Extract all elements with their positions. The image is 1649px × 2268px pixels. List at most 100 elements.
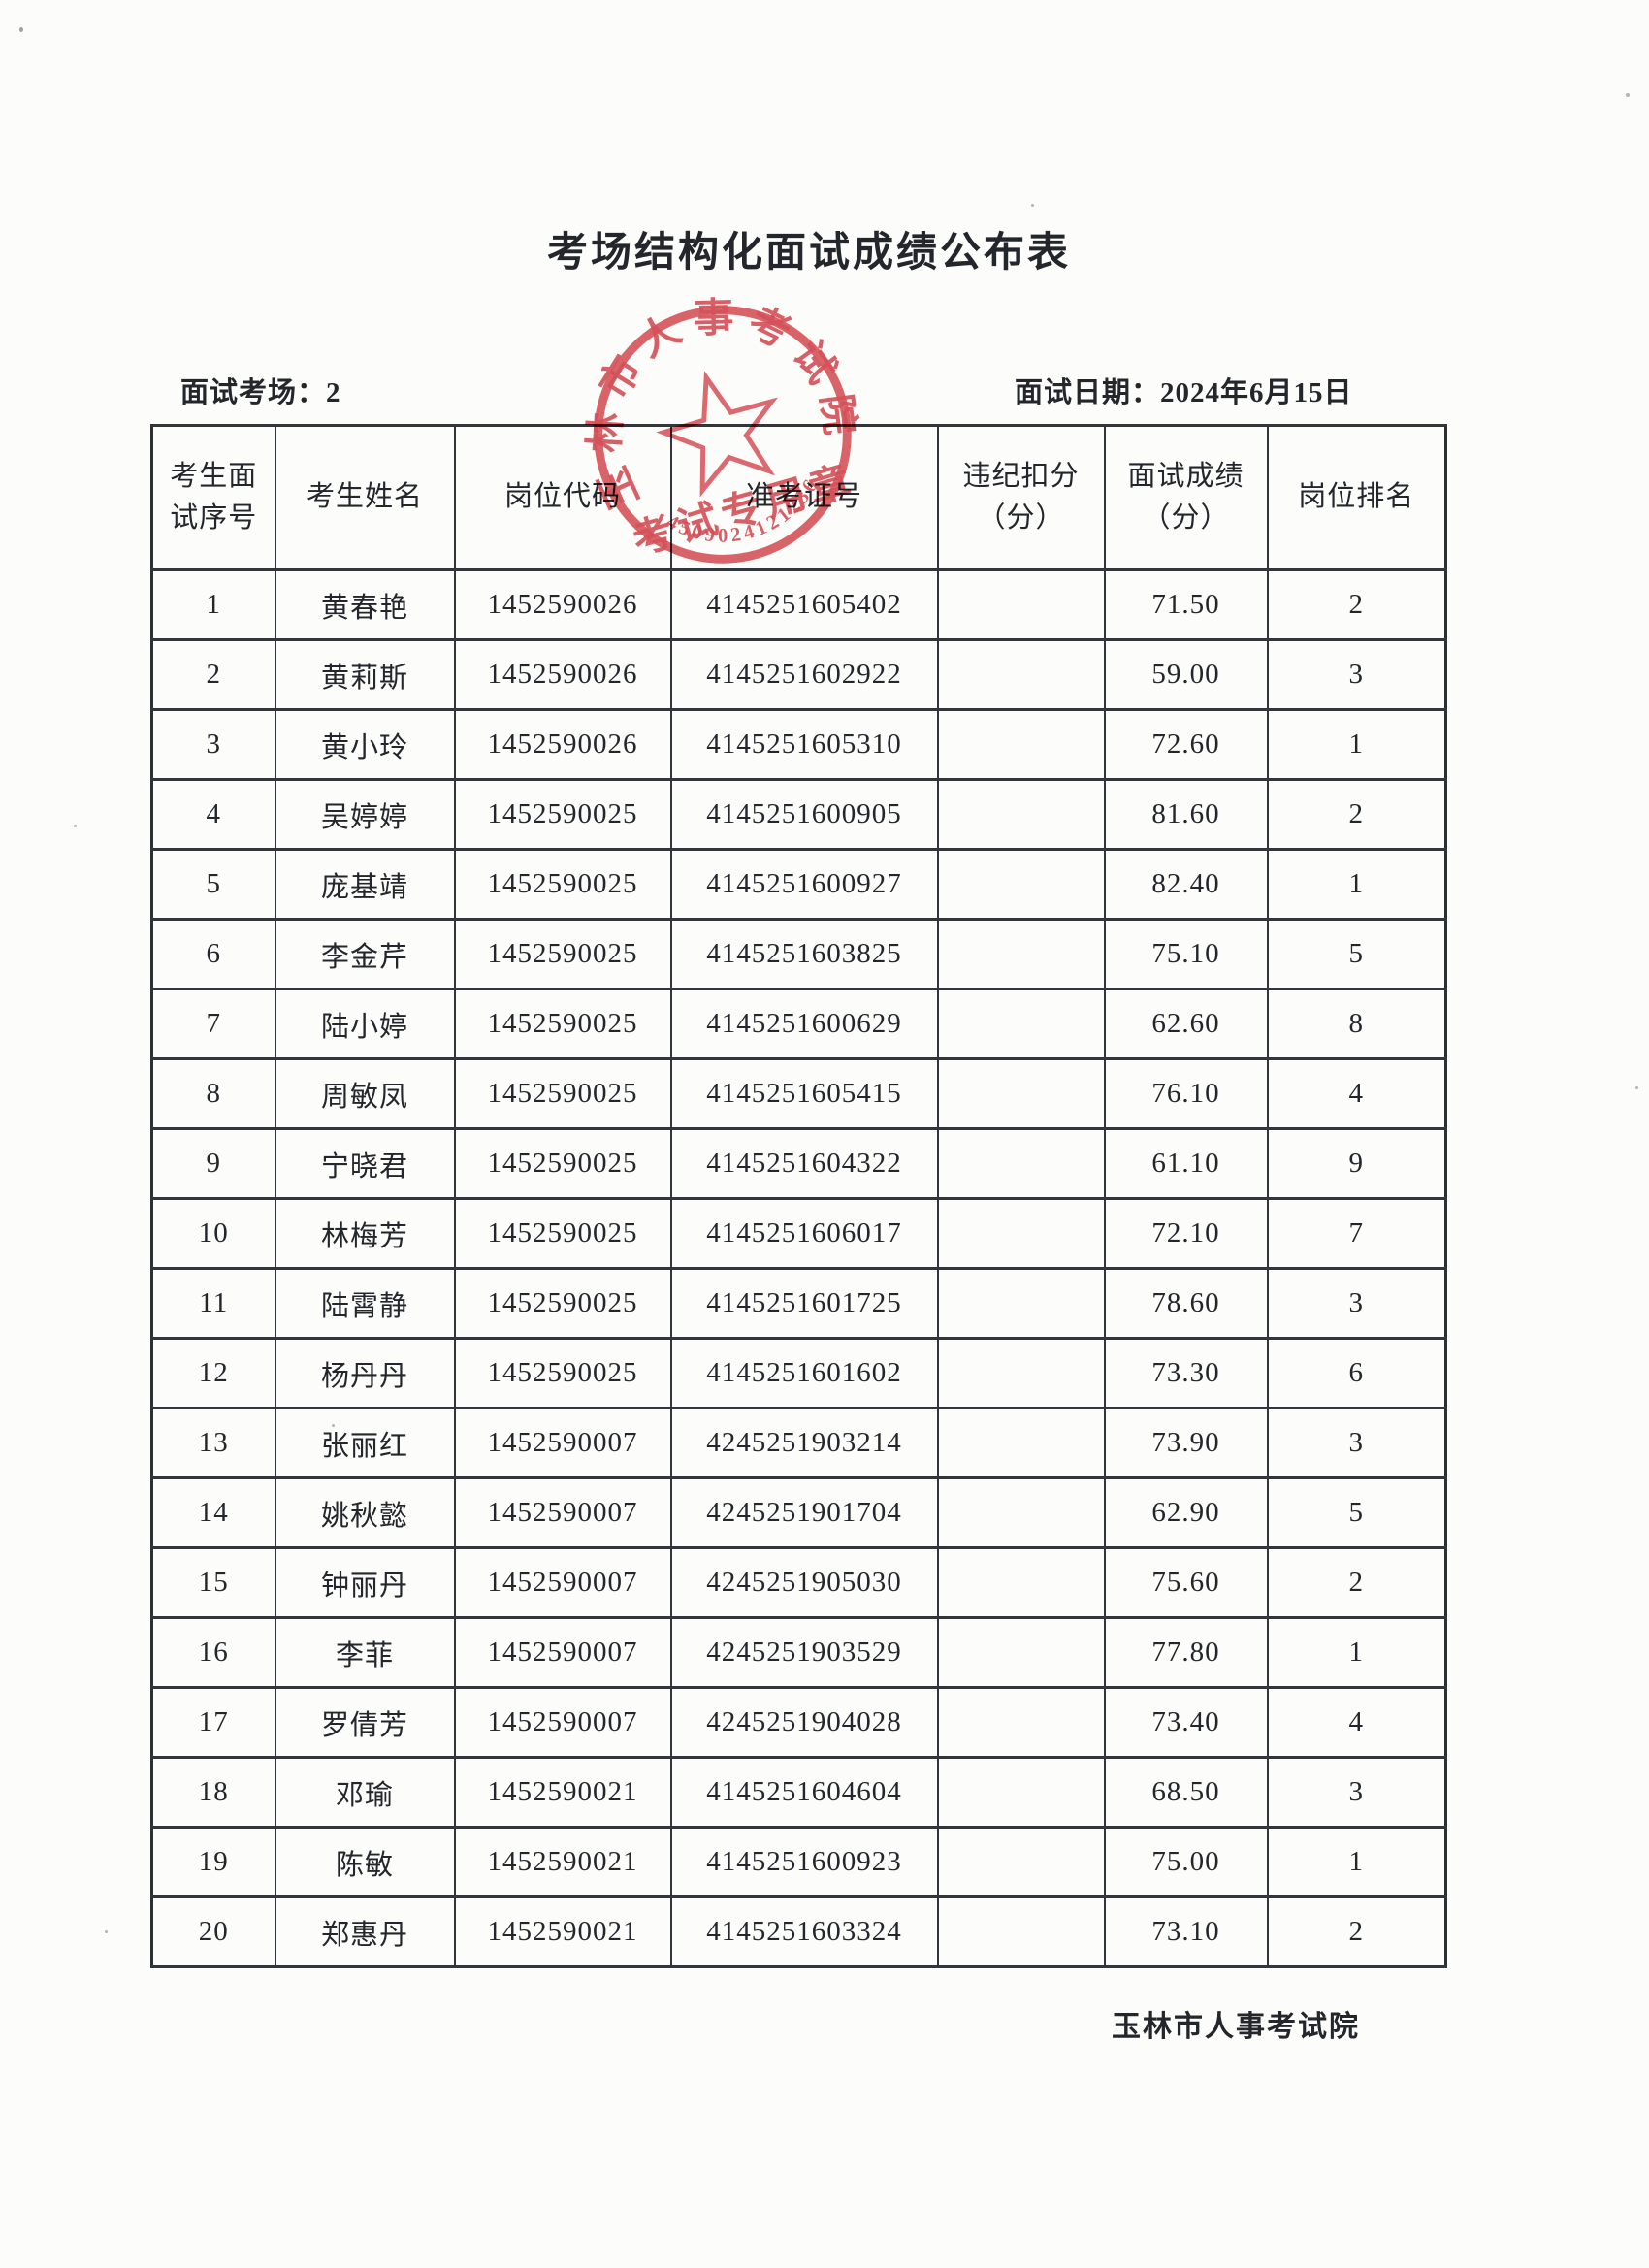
cell-jobcode: 1452590021 xyxy=(453,1826,672,1898)
cell-score: 73.90 xyxy=(1103,1407,1269,1479)
cell-rank: 5 xyxy=(1266,1476,1447,1549)
cell-score: 82.40 xyxy=(1103,848,1269,921)
cell-jobcode: 1452590025 xyxy=(453,1337,672,1409)
cell-jobcode: 1452590026 xyxy=(453,708,672,781)
cell-ticket: 4145251600629 xyxy=(669,988,939,1060)
cell-ticket: 4245251903529 xyxy=(669,1616,939,1689)
cell-seq: 7 xyxy=(150,988,276,1060)
cell-seq: 10 xyxy=(150,1197,276,1270)
cell-seq: 19 xyxy=(150,1826,276,1898)
cell-penalty xyxy=(936,638,1106,711)
cell-rank: 2 xyxy=(1266,1895,1447,1968)
cell-rank: 9 xyxy=(1266,1127,1447,1200)
cell-jobcode: 1452590007 xyxy=(453,1407,672,1479)
cell-rank: 1 xyxy=(1266,1616,1447,1689)
cell-seq: 6 xyxy=(150,918,276,990)
cell-penalty xyxy=(936,1127,1106,1200)
cell-jobcode: 1452590025 xyxy=(453,1057,672,1130)
cell-name: 罗倩芳 xyxy=(274,1686,456,1759)
cell-ticket: 4145251605402 xyxy=(669,568,939,641)
cell-ticket: 4145251601602 xyxy=(669,1337,939,1409)
cell-rank: 3 xyxy=(1266,638,1447,711)
cell-score: 75.60 xyxy=(1103,1546,1269,1619)
cell-seq: 16 xyxy=(150,1616,276,1689)
scan-noise-speck xyxy=(332,1424,335,1427)
issuer-signature: 玉林市人事考试院 xyxy=(1112,2011,1360,2043)
cell-ticket: 4145251602922 xyxy=(669,638,939,711)
cell-ticket: 4145251605310 xyxy=(669,708,939,781)
cell-seq: 12 xyxy=(150,1337,276,1409)
scan-noise-speck xyxy=(74,825,77,827)
cell-rank: 7 xyxy=(1266,1197,1447,1270)
cell-score: 73.30 xyxy=(1103,1337,1269,1409)
cell-penalty xyxy=(936,708,1106,781)
cell-penalty xyxy=(936,1686,1106,1759)
table-row: 2 黄莉斯 1452590026 4145251602922 59.00 3 xyxy=(150,638,1447,711)
cell-ticket: 4145251603825 xyxy=(669,918,939,990)
cell-ticket: 4145251604604 xyxy=(669,1756,939,1829)
cell-jobcode: 1452590021 xyxy=(453,1756,672,1829)
table-row: 15 钟丽丹 1452590007 4245251905030 75.60 2 xyxy=(150,1546,1447,1619)
cell-jobcode: 1452590025 xyxy=(453,1267,672,1340)
cell-name: 郑惠丹 xyxy=(274,1895,456,1968)
table-row: 6 李金芹 1452590025 4145251603825 75.10 5 xyxy=(150,918,1447,990)
cell-penalty xyxy=(936,1197,1106,1270)
column-header-name: 考生姓名 xyxy=(274,424,456,571)
cell-penalty xyxy=(936,918,1106,990)
page-title: 考场结构化面试成绩公布表 xyxy=(546,231,1071,275)
table-row: 17 罗倩芳 1452590007 4245251904028 73.40 4 xyxy=(150,1686,1447,1759)
table-row: 11 陆霄静 1452590025 4145251601725 78.60 3 xyxy=(150,1267,1447,1340)
cell-seq: 14 xyxy=(150,1476,276,1549)
scan-noise-speck xyxy=(19,27,23,32)
cell-seq: 8 xyxy=(150,1057,276,1130)
column-header-penalty: 违纪扣分 （分） xyxy=(936,424,1106,571)
cell-penalty xyxy=(936,1337,1106,1409)
scan-noise-speck xyxy=(105,1930,108,1933)
cell-ticket: 4145251600923 xyxy=(669,1826,939,1898)
cell-seq: 13 xyxy=(150,1407,276,1479)
cell-penalty xyxy=(936,1476,1106,1549)
column-header-seq: 考生面 试序号 xyxy=(150,424,276,571)
cell-seq: 4 xyxy=(150,778,276,851)
table-row: 8 周敏凤 1452590025 4145251605415 76.10 4 xyxy=(150,1057,1447,1130)
cell-name: 李菲 xyxy=(274,1616,456,1689)
cell-score: 73.10 xyxy=(1103,1895,1269,1968)
cell-name: 邓瑜 xyxy=(274,1756,456,1829)
cell-jobcode: 1452590007 xyxy=(453,1686,672,1759)
cell-ticket: 4245251903214 xyxy=(669,1407,939,1479)
table-row: 12 杨丹丹 1452590025 4145251601602 73.30 6 xyxy=(150,1337,1447,1409)
cell-score: 77.80 xyxy=(1103,1616,1269,1689)
cell-score: 72.60 xyxy=(1103,708,1269,781)
table-row: 1 黄春艳 1452590026 4145251605402 71.50 2 xyxy=(150,568,1447,641)
cell-score: 71.50 xyxy=(1103,568,1269,641)
cell-seq: 3 xyxy=(150,708,276,781)
cell-rank: 2 xyxy=(1266,1546,1447,1619)
cell-jobcode: 1452590007 xyxy=(453,1476,672,1549)
cell-seq: 11 xyxy=(150,1267,276,1340)
cell-ticket: 4245251904028 xyxy=(669,1686,939,1759)
cell-jobcode: 1452590021 xyxy=(453,1895,672,1968)
cell-seq: 15 xyxy=(150,1546,276,1619)
cell-seq: 20 xyxy=(150,1895,276,1968)
cell-rank: 3 xyxy=(1266,1407,1447,1479)
cell-seq: 5 xyxy=(150,848,276,921)
scan-noise-speck xyxy=(1635,1086,1638,1089)
column-header-ticket: 准考证号 xyxy=(669,424,939,571)
table-row: 20 郑惠丹 1452590021 4145251603324 73.10 2 xyxy=(150,1895,1447,1968)
cell-penalty xyxy=(936,568,1106,641)
cell-name: 黄莉斯 xyxy=(274,638,456,711)
cell-jobcode: 1452590025 xyxy=(453,918,672,990)
cell-rank: 1 xyxy=(1266,1826,1447,1898)
cell-jobcode: 1452590025 xyxy=(453,848,672,921)
cell-ticket: 4145251603324 xyxy=(669,1895,939,1968)
cell-ticket: 4145251600927 xyxy=(669,848,939,921)
cell-seq: 2 xyxy=(150,638,276,711)
table-row: 9 宁晓君 1452590025 4145251604322 61.10 9 xyxy=(150,1127,1447,1200)
interview-date-label: 面试日期：2024年6月15日 xyxy=(1015,377,1353,408)
cell-rank: 2 xyxy=(1266,568,1447,641)
cell-name: 钟丽丹 xyxy=(274,1546,456,1619)
cell-jobcode: 1452590025 xyxy=(453,778,672,851)
cell-name: 吴婷婷 xyxy=(274,778,456,851)
cell-rank: 3 xyxy=(1266,1756,1447,1829)
score-table: 考生面 试序号 考生姓名 岗位代码 准考证号 违纪扣分 （分） 面试成绩 （分）… xyxy=(150,424,1447,1968)
